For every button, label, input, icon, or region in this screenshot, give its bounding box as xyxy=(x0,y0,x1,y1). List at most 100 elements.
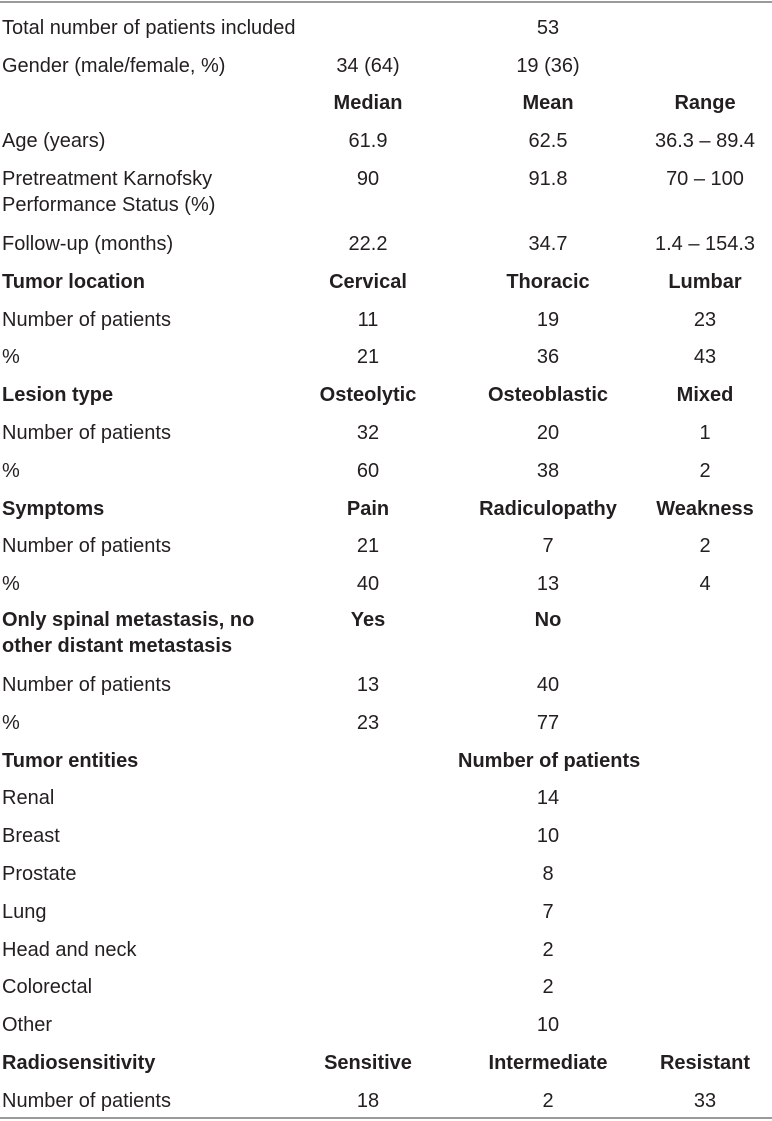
value-cell: Osteolytic xyxy=(319,384,417,407)
value-cell: Intermediate xyxy=(488,1052,608,1075)
value-cell: Lumbar xyxy=(668,270,742,293)
value-cell xyxy=(638,855,772,893)
value-cell: Sensitive xyxy=(324,1052,412,1075)
table-section-header-row: Only spinal metastasis, no other distant… xyxy=(0,603,772,666)
table-section-header-row: Tumor entities Number of patients xyxy=(0,742,772,780)
value-cell: Mean xyxy=(522,92,574,115)
row-label-cell: Symptoms xyxy=(2,497,105,520)
row-label-cell: Pretreatment Karnofsky Performance Statu… xyxy=(2,168,216,217)
value-cell: 60 xyxy=(356,459,380,482)
table-row: Lung 7 xyxy=(0,893,772,931)
value-cell: 13 xyxy=(356,674,380,697)
value-cell: 61.9 xyxy=(348,130,388,153)
value-cell xyxy=(638,969,772,1007)
value-cell: 2 xyxy=(542,976,554,999)
row-label-cell: Lung xyxy=(2,900,47,923)
value-cell: 34 (64) xyxy=(336,54,400,77)
value-cell: Thoracic xyxy=(506,270,590,293)
value-cell: 32 xyxy=(356,422,380,445)
value-cell: No xyxy=(534,609,562,632)
table-row: Prostate 8 xyxy=(0,855,772,893)
row-label-cell: Follow-up (months) xyxy=(2,233,174,256)
value-cell xyxy=(278,780,458,818)
table-row: Number of patients 32 20 1 xyxy=(0,414,772,452)
table-row: Number of patients 13 40 xyxy=(0,666,772,704)
table-section-header-row: Radiosensitivity Sensitive Intermediate Res… xyxy=(0,1044,772,1082)
value-cell: 1.4 – 154.3 xyxy=(654,233,756,256)
row-label-cell: Breast xyxy=(2,825,60,848)
value-cell xyxy=(638,603,772,666)
table-section-header-row: Tumor location Cervical Thoracic Lumbar xyxy=(0,263,772,301)
row-label-cell: Colorectal xyxy=(2,976,93,999)
value-cell: 34.7 xyxy=(528,233,568,256)
table-row: Breast 10 xyxy=(0,817,772,855)
row-label-cell: % xyxy=(2,573,20,596)
value-cell: Resistant xyxy=(659,1052,751,1075)
value-cell: 40 xyxy=(536,674,560,697)
value-cell xyxy=(638,1006,772,1044)
value-cell: Weakness xyxy=(656,497,754,520)
value-cell: Cervical xyxy=(329,270,407,293)
table-row: Number of patients 11 19 23 xyxy=(0,301,772,339)
value-cell: 70 – 100 xyxy=(666,168,744,191)
patient-characteristics-table: Total number of patients included 53 Gende… xyxy=(0,9,772,1120)
value-cell: 21 xyxy=(356,346,380,369)
row-label-cell: % xyxy=(2,711,20,734)
value-cell: 19 xyxy=(536,308,560,331)
row-label-cell: Radiosensitivity xyxy=(2,1052,156,1075)
row-label-cell: Tumor location xyxy=(2,270,145,293)
value-cell: 10 xyxy=(536,825,560,848)
value-cell xyxy=(638,780,772,818)
table-section-header-row: Lesion type Osteolytic Osteoblastic Mixed xyxy=(0,376,772,414)
row-label-cell: Other xyxy=(2,1014,53,1037)
row-label-cell: Number of patients xyxy=(2,1089,171,1112)
value-cell: 23 xyxy=(356,711,380,734)
value-cell: 1 xyxy=(699,422,711,445)
table-row: Number of patients 21 7 2 xyxy=(0,528,772,566)
row-label-cell: Number of patients xyxy=(2,674,171,697)
value-cell: Osteoblastic xyxy=(487,384,609,407)
value-cell xyxy=(278,893,458,931)
value-cell: 53 xyxy=(536,16,560,39)
value-cell: 8 xyxy=(542,863,554,886)
value-cell xyxy=(278,969,458,1007)
value-cell: 38 xyxy=(536,459,560,482)
value-cell: 91.8 xyxy=(528,168,568,191)
value-cell: Radiculopathy xyxy=(479,497,617,520)
value-cell: 13 xyxy=(536,573,560,596)
row-label-cell: % xyxy=(2,346,20,369)
value-cell: 23 xyxy=(693,308,717,331)
table-top-rule xyxy=(0,1,772,3)
table-row: Follow-up (months) 22.2 34.7 1.4 – 154.3 xyxy=(0,225,772,263)
value-cell: 22.2 xyxy=(348,233,388,256)
value-cell xyxy=(638,931,772,969)
value-cell: 77 xyxy=(536,711,560,734)
value-cell xyxy=(638,704,772,742)
value-cell: 2 xyxy=(699,535,711,558)
value-cell: 11 xyxy=(357,308,379,331)
value-cell: Median xyxy=(333,92,403,115)
value-cell xyxy=(638,817,772,855)
value-cell xyxy=(638,47,772,85)
table-row: Pretreatment Karnofsky Performance Statu… xyxy=(0,160,772,225)
row-label-cell: Number of patients xyxy=(2,308,171,331)
value-cell xyxy=(278,9,458,47)
value-cell: 40 xyxy=(356,573,380,596)
value-cell: 62.5 xyxy=(528,130,568,153)
table-row: Renal 14 xyxy=(0,780,772,818)
value-cell xyxy=(278,931,458,969)
table-row: % 40 13 4 xyxy=(0,565,772,603)
row-label-cell: Only spinal metastasis, no other distant… xyxy=(2,609,255,658)
value-cell xyxy=(638,9,772,47)
value-cell: 4 xyxy=(699,573,711,596)
value-cell xyxy=(278,855,458,893)
table-row: % 21 36 43 xyxy=(0,339,772,377)
table-row: Age (years) 61.9 62.5 36.3 – 89.4 xyxy=(0,122,772,160)
table-row: Gender (male/female, %) 34 (64) 19 (36) xyxy=(0,47,772,85)
value-cell: 43 xyxy=(693,346,717,369)
row-label-cell: Gender (male/female, %) xyxy=(2,54,226,77)
value-cell: 36 xyxy=(536,346,560,369)
value-cell: 20 xyxy=(536,422,560,445)
value-cell: 21 xyxy=(356,535,380,558)
row-label-cell: Number of patients xyxy=(2,535,171,558)
